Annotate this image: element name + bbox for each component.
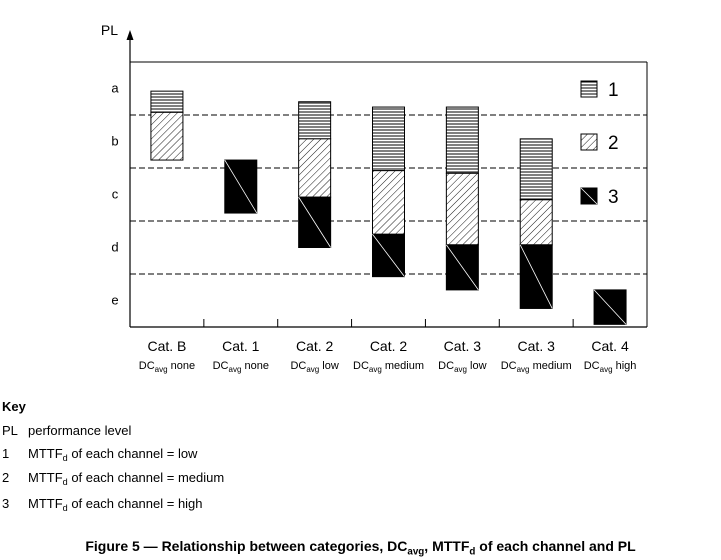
x-tick-label-dc: DCavg none (213, 360, 269, 374)
y-axis-arrow-icon (126, 30, 134, 40)
legend: 1 2 3 (580, 80, 619, 208)
x-tick-label-category: Cat. B (147, 338, 186, 354)
key-description: MTTFd of each channel = low (28, 446, 198, 464)
x-tick-label-dc: DCavg low (290, 360, 338, 374)
legend-swatch-diagonal (580, 187, 598, 205)
key-row: 2 MTTFd of each channel = medium (2, 470, 225, 488)
x-tick-label-dc: DCavg high (584, 360, 637, 374)
bar-segment-2 (150, 111, 184, 161)
bar-segment-diagonal (519, 244, 553, 309)
key-row: 1 MTTFd of each channel = low (2, 446, 198, 464)
bar-segment-1 (150, 90, 184, 113)
bar-segment-2 (372, 170, 405, 235)
y-tick-label: a (111, 81, 119, 96)
legend-label-2: 2 (608, 133, 619, 154)
bar-segment-2 (519, 199, 553, 246)
key-description: MTTFd of each channel = medium (28, 470, 225, 488)
key-symbol: 2 (2, 470, 10, 485)
x-tick-label-dc: DCavg medium (353, 360, 424, 374)
x-tick-label-category: Cat. 4 (591, 338, 629, 354)
bar-segment-diagonal (298, 196, 331, 248)
x-tick-label-category: Cat. 1 (222, 338, 260, 354)
key-description: MTTFd of each channel = high (28, 496, 203, 514)
key-row: PL performance level (2, 423, 131, 438)
pl-chart: PL a b c d e 1 2 3 Cat. B DCavg none Cat. 1 DCavg … (101, 22, 648, 374)
plot-frame (130, 61, 648, 327)
bars (150, 90, 627, 325)
level-separators (130, 114, 647, 275)
y-tick-label: d (111, 240, 118, 255)
bar-segment-1 (298, 101, 332, 140)
bar-segment-2 (298, 138, 332, 198)
bar-segment-1 (445, 106, 479, 174)
key-symbol: PL (2, 423, 18, 438)
x-tick-label-dc: DCavg low (438, 360, 486, 374)
bar-segment-1 (519, 138, 553, 201)
y-axis-label: PL (101, 22, 118, 38)
legend-swatch-2 (580, 133, 598, 151)
bar-segment-2 (445, 172, 479, 246)
bar-segment-diagonal (372, 234, 405, 277)
y-tick-label: b (111, 134, 118, 149)
figure-caption: Figure 5 — Relationship between categori… (85, 538, 636, 558)
legend-swatch-1 (580, 80, 598, 98)
x-tick-labels: Cat. B DCavg none Cat. 1 DCavg none Cat. 2 DC… (139, 338, 637, 374)
key-symbol: 1 (2, 446, 10, 461)
bar-segment-diagonal (446, 244, 479, 291)
bar-segment-1 (372, 106, 405, 172)
legend-label-3: 3 (608, 187, 619, 208)
y-tick-label: e (111, 293, 118, 308)
bar-segment-diagonal (593, 289, 627, 325)
bar-segment-diagonal (224, 159, 258, 214)
x-tick-label-category: Cat. 2 (296, 338, 334, 354)
key-description: performance level (28, 423, 132, 438)
x-tick-label-category: Cat. 2 (370, 338, 408, 354)
x-tick-label-dc: DCavg none (139, 360, 195, 374)
x-tick-label-dc: DCavg medium (501, 360, 572, 374)
key-title: Key (2, 399, 26, 414)
legend-label-1: 1 (608, 80, 619, 101)
x-tick-label-category: Cat. 3 (444, 338, 482, 354)
key-row: 3 MTTFd of each channel = high (2, 496, 203, 514)
key-symbol: 3 (2, 496, 10, 511)
y-tick-label: c (112, 187, 119, 202)
axes: PL a b c d e (101, 22, 647, 328)
x-tick-label-category: Cat. 3 (518, 338, 556, 354)
